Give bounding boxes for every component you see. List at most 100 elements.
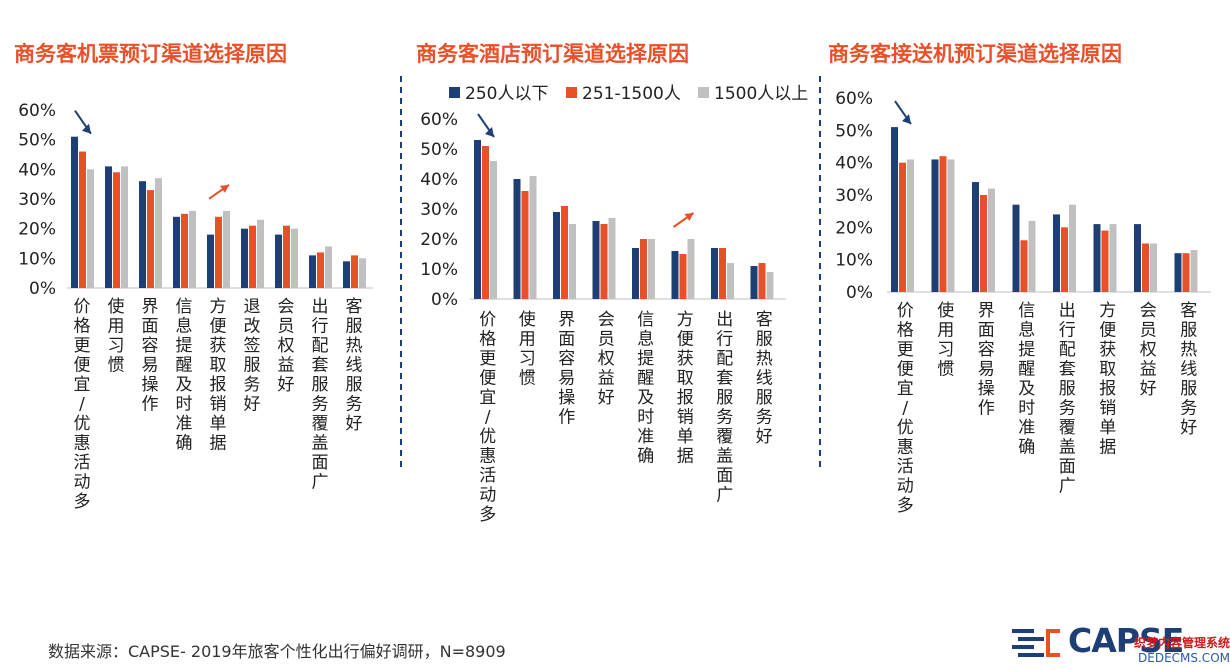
- bar-250人以下-6: [1134, 224, 1141, 292]
- category-label: 界面容易操作: [978, 301, 995, 419]
- bar-251-1500人-7: [1182, 253, 1190, 292]
- bar-250人以下-1: [931, 159, 939, 292]
- bar-1500人以上-8: [359, 258, 366, 288]
- capse-logo-text: CAPSE: [1068, 621, 1184, 660]
- category-label: 客服热线服务好: [1180, 301, 1197, 438]
- bar-250人以下-5: [1093, 224, 1101, 292]
- y-tick-label: 50%: [420, 140, 458, 160]
- bar-251-1500人-4: [215, 216, 222, 288]
- category-label: 价格更便宜/优惠活动多: [74, 297, 91, 512]
- y-tick-label: 50%: [835, 121, 873, 141]
- y-tick-label: 0%: [846, 283, 873, 303]
- bar-251-1500人-3: [600, 224, 608, 299]
- bar-250人以下-2: [139, 181, 146, 288]
- bar-251-1500人-5: [1101, 230, 1109, 292]
- bar-250人以下-3: [1012, 204, 1020, 292]
- category-label: 信息提醒及时准确: [176, 297, 193, 454]
- bar-251-1500人-6: [719, 248, 726, 299]
- bar-251-1500人-5: [679, 254, 687, 299]
- bar-250人以下-6: [711, 248, 718, 299]
- legend-label-1: 251-1500人: [582, 84, 681, 104]
- category-label: 客服热线服务好: [346, 297, 363, 434]
- category-label: 方便获取报销单据: [677, 310, 694, 467]
- bar-250人以下-5: [241, 228, 248, 288]
- y-tick-label: 60%: [835, 89, 873, 109]
- category-label: 退改签服务好: [244, 297, 261, 415]
- category-label: 客服热线服务好: [756, 310, 773, 447]
- chart-0: 0% 10% 20% 30% 40% 50% 60% 价格更便宜/优惠活动多使用习惯界面容易操…: [18, 101, 373, 512]
- bar-1500人以上-6: [727, 263, 734, 299]
- watermark-line2: DEDECMS.COM: [1138, 651, 1230, 665]
- bar-1500人以上-2: [155, 178, 162, 288]
- bar-250人以下-4: [1053, 214, 1060, 292]
- bar-251-1500人-8: [351, 255, 358, 288]
- bar-1500人以上-7: [766, 272, 774, 299]
- y-tick-label: 20%: [835, 218, 873, 238]
- bar-250人以下-8: [343, 261, 350, 288]
- bar-1500人以上-5: [257, 219, 264, 288]
- bar-251-1500人-4: [1061, 227, 1068, 292]
- bar-250人以下-5: [671, 251, 679, 299]
- y-tick-label: 60%: [18, 101, 56, 121]
- y-tick-label: 30%: [420, 200, 458, 220]
- watermark: 织梦内容管理系统 DEDECMS.COM: [1118, 636, 1230, 670]
- bar-250人以下-4: [632, 248, 639, 299]
- category-label: 信息提醒及时准确: [1018, 301, 1035, 458]
- chart-title-hotel: 商务客酒店预订渠道选择原因: [416, 42, 689, 66]
- category-label: 信息提醒及时准确: [637, 310, 654, 467]
- bar-251-1500人-1: [113, 172, 120, 288]
- chart-2: 0% 10% 20% 30% 40% 50% 60% 价格更便宜/优惠活动多 使用习惯 界面容易操…: [835, 89, 1211, 516]
- bar-250人以下-4: [207, 234, 214, 288]
- bar-250人以下-2: [553, 212, 560, 299]
- y-tick-label: 40%: [835, 154, 873, 174]
- category-label: 使用习惯: [108, 296, 125, 376]
- bar-251-1500人-2: [561, 206, 568, 299]
- bar-250人以下-2: [972, 182, 979, 292]
- category-label: 方便获取报销单据: [210, 297, 227, 454]
- category-label: 会员权益好: [598, 310, 615, 408]
- bar-250人以下-7: [1174, 253, 1182, 292]
- watermark-line1: 织梦内容管理系统: [1133, 636, 1230, 650]
- category-label: 使用习惯: [519, 309, 536, 389]
- bar-251-1500人-3: [1020, 240, 1028, 292]
- bar-1500人以上-7: [325, 246, 332, 288]
- annotation-arrow-head: [82, 123, 91, 134]
- bar-250人以下-0: [71, 136, 78, 288]
- annotation-arrow-head: [485, 127, 494, 137]
- y-tick-label: 10%: [18, 249, 56, 269]
- y-tick-label: 20%: [18, 220, 56, 240]
- bar-1500人以上-7: [1190, 249, 1198, 292]
- legend-label-2: 1500人以上: [714, 84, 808, 104]
- bar-1500人以上-4: [1069, 204, 1076, 292]
- annotation-arrow-head: [684, 213, 694, 221]
- bar-251-1500人-3: [181, 213, 188, 288]
- category-label: 出行配套服务覆盖面广: [1059, 301, 1076, 497]
- bar-1500人以上-0: [87, 169, 94, 288]
- category-label: 会员权益好: [278, 297, 295, 395]
- y-tick-label: 30%: [18, 190, 56, 210]
- source-note: 数据来源：CAPSE- 2019年旅客个性化出行偏好调研，N=8909: [48, 642, 506, 661]
- y-tick-label: 40%: [18, 160, 56, 180]
- category-label: 界面容易操作: [142, 297, 159, 415]
- bar-1500人以上-1: [947, 159, 955, 292]
- bar-250人以下-7: [309, 255, 316, 288]
- charts-canvas: 0%10%20%30%40%50%60%价格更便宜/优惠活动多使用习惯界面容易操…: [18, 76, 1211, 525]
- bar-1500人以上-3: [608, 218, 616, 299]
- legend-swatch-2: [698, 87, 709, 98]
- bar-250人以下-1: [105, 166, 112, 288]
- bar-251-1500人-2: [980, 195, 987, 292]
- bar-250人以下-0: [891, 127, 898, 292]
- chart-1: 0% 10% 20% 30% 40% 50% 60% 价格更便宜/优惠活动多 使用习惯 界面容易操…: [420, 110, 786, 525]
- bar-1500人以上-1: [529, 176, 537, 299]
- bar-1500人以上-0: [490, 161, 497, 299]
- bar-251-1500人-6: [1142, 243, 1149, 292]
- bar-1500人以上-3: [189, 210, 196, 288]
- legend-swatch-1: [566, 87, 577, 98]
- chart-title-flight: 商务客机票预订渠道选择原因: [14, 42, 287, 66]
- category-label: 界面容易操作: [558, 310, 575, 428]
- chart-title-transfer: 商务客接送机预订渠道选择原因: [828, 42, 1122, 66]
- bar-250人以下-6: [275, 234, 282, 288]
- y-tick-label: 40%: [420, 170, 458, 190]
- capse-logo-icon: [1012, 629, 1060, 657]
